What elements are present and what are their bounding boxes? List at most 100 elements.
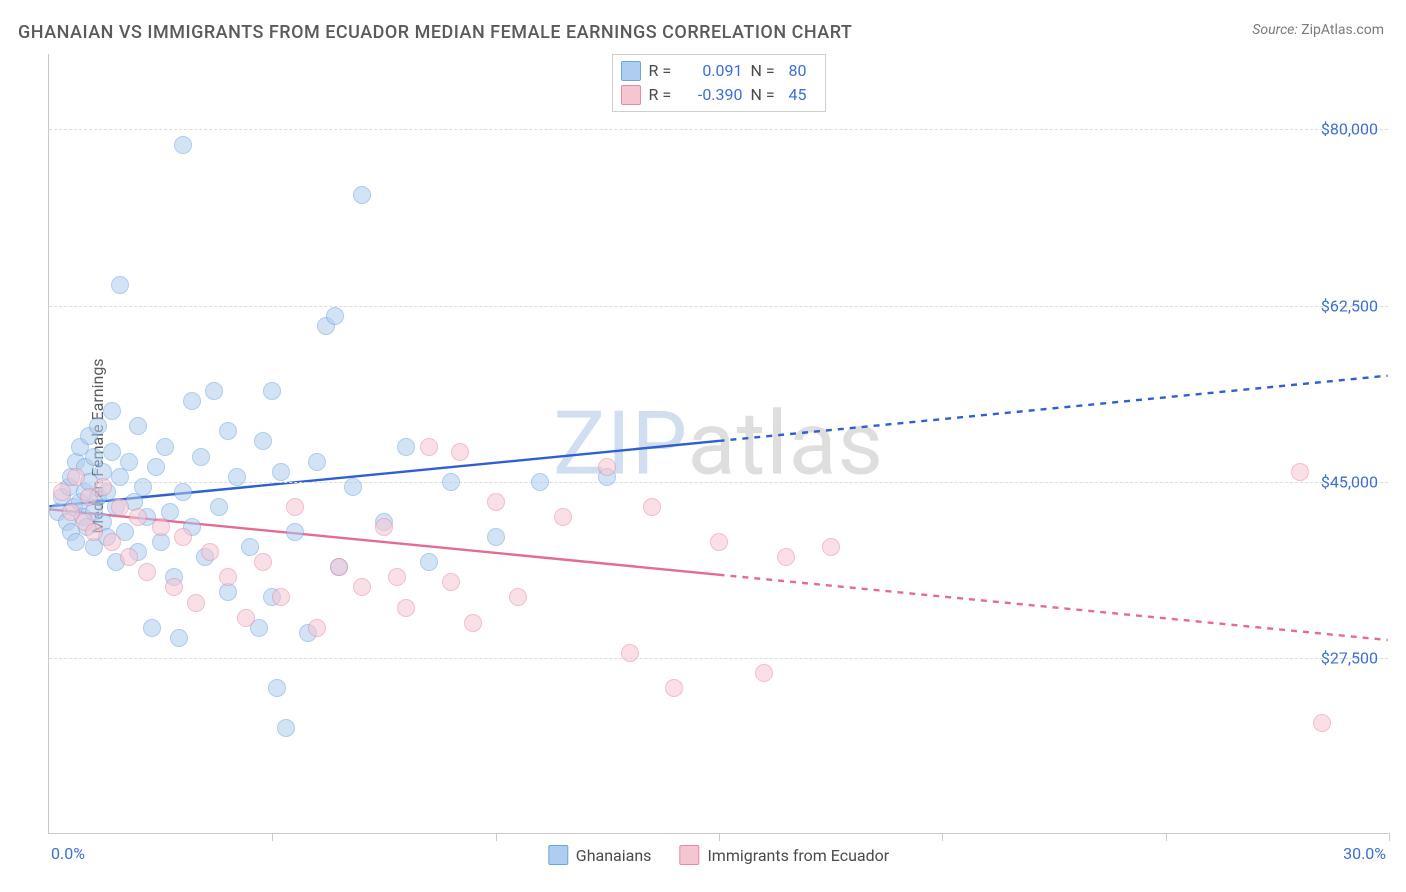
scatter-point xyxy=(326,307,344,325)
scatter-point xyxy=(210,498,228,516)
scatter-point xyxy=(308,453,326,471)
legend-row: R = 0.091 N = 80 xyxy=(621,59,815,83)
x-tick xyxy=(942,833,943,841)
scatter-point xyxy=(174,136,192,154)
legend-swatch xyxy=(679,845,699,865)
scatter-point xyxy=(174,483,192,501)
scatter-point xyxy=(241,538,259,556)
scatter-point xyxy=(120,453,138,471)
source-attribution: Source: ZipAtlas.com xyxy=(1252,22,1384,38)
gridline xyxy=(49,482,1388,483)
scatter-point xyxy=(388,568,406,586)
scatter-point xyxy=(344,478,362,496)
scatter-point xyxy=(201,543,219,561)
scatter-point xyxy=(129,417,147,435)
scatter-point xyxy=(1291,463,1309,481)
scatter-point xyxy=(420,438,438,456)
legend-n-label: N = xyxy=(751,83,781,107)
legend-r-label: R = xyxy=(649,83,679,107)
scatter-point xyxy=(755,664,773,682)
scatter-point xyxy=(85,523,103,541)
legend-r-value: 0.091 xyxy=(687,59,743,83)
scatter-point xyxy=(263,382,281,400)
scatter-point xyxy=(272,463,290,481)
scatter-point xyxy=(103,533,121,551)
plot-area: ZIPatlas R = 0.091 N = 80 R = -0.390 N =… xyxy=(48,54,1388,834)
scatter-point xyxy=(710,533,728,551)
x-tick xyxy=(272,833,273,841)
scatter-point xyxy=(165,578,183,596)
scatter-point xyxy=(170,629,188,647)
scatter-point xyxy=(1313,714,1331,732)
scatter-point xyxy=(156,438,174,456)
legend-swatch xyxy=(621,85,641,105)
scatter-point xyxy=(665,679,683,697)
scatter-point xyxy=(464,614,482,632)
scatter-point xyxy=(111,498,129,516)
scatter-point xyxy=(254,432,272,450)
scatter-point xyxy=(152,518,170,536)
scatter-point xyxy=(187,594,205,612)
scatter-point xyxy=(237,609,255,627)
scatter-point xyxy=(509,588,527,606)
scatter-point xyxy=(134,478,152,496)
scatter-point xyxy=(353,578,371,596)
trend-lines xyxy=(49,54,1388,833)
chart-title: GHANAIAN VS IMMIGRANTS FROM ECUADOR MEDI… xyxy=(18,22,852,43)
gridline xyxy=(49,658,1388,659)
legend-n-label: N = xyxy=(751,59,781,83)
x-axis-min-label: 0.0% xyxy=(51,844,85,863)
scatter-point xyxy=(353,186,371,204)
scatter-point xyxy=(254,553,272,571)
scatter-point xyxy=(183,392,201,410)
scatter-point xyxy=(643,498,661,516)
scatter-point xyxy=(397,599,415,617)
legend-n-value: 45 xyxy=(789,83,815,107)
scatter-point xyxy=(621,644,639,662)
scatter-point xyxy=(277,719,295,737)
y-tick-label: $62,500 xyxy=(1321,296,1378,315)
scatter-point xyxy=(330,558,348,576)
legend-item: Ghanaians xyxy=(548,845,652,865)
scatter-point xyxy=(451,443,469,461)
scatter-point xyxy=(219,568,237,586)
scatter-point xyxy=(286,523,304,541)
scatter-point xyxy=(67,468,85,486)
watermark-part-a: ZIP xyxy=(553,392,688,495)
scatter-point xyxy=(129,508,147,526)
scatter-point xyxy=(147,458,165,476)
watermark-part-b: atlas xyxy=(688,392,884,495)
scatter-point xyxy=(777,548,795,566)
scatter-point xyxy=(103,443,121,461)
x-axis-max-label: 30.0% xyxy=(1343,844,1386,863)
y-tick-label: $27,500 xyxy=(1321,648,1378,667)
scatter-point xyxy=(272,588,290,606)
scatter-point xyxy=(375,518,393,536)
legend-r-value: -0.390 xyxy=(687,83,743,107)
legend-correlation: R = 0.091 N = 80 R = -0.390 N = 45 xyxy=(612,54,826,112)
scatter-point xyxy=(111,276,129,294)
scatter-point xyxy=(143,619,161,637)
legend-swatch xyxy=(548,845,568,865)
scatter-point xyxy=(67,533,85,551)
x-tick xyxy=(496,833,497,841)
source-label: Source: xyxy=(1252,22,1297,38)
scatter-point xyxy=(487,493,505,511)
scatter-point xyxy=(442,473,460,491)
chart-container: GHANAIAN VS IMMIGRANTS FROM ECUADOR MEDI… xyxy=(0,0,1406,892)
y-tick-label: $45,000 xyxy=(1321,472,1378,491)
legend-series-label: Ghanaians xyxy=(576,846,652,865)
x-tick xyxy=(719,833,720,841)
legend-row: R = -0.390 N = 45 xyxy=(621,83,815,107)
scatter-point xyxy=(286,498,304,516)
scatter-point xyxy=(138,563,156,581)
x-tick xyxy=(1389,833,1390,841)
scatter-point xyxy=(554,508,572,526)
scatter-point xyxy=(205,382,223,400)
scatter-point xyxy=(442,573,460,591)
legend-swatch xyxy=(621,61,641,81)
source-value: ZipAtlas.com xyxy=(1301,22,1384,38)
scatter-point xyxy=(598,458,616,476)
scatter-point xyxy=(397,438,415,456)
scatter-point xyxy=(420,553,438,571)
